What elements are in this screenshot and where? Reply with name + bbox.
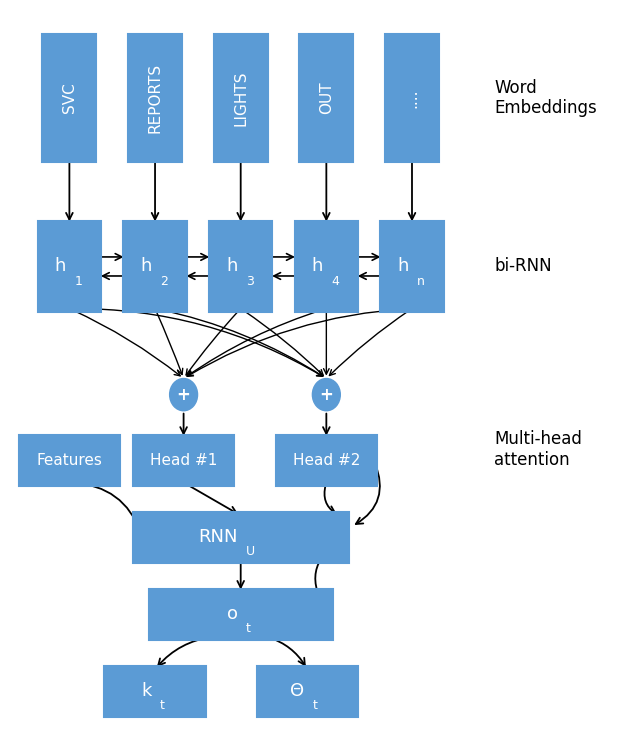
Text: t: t: [246, 621, 251, 635]
Circle shape: [170, 379, 198, 411]
FancyBboxPatch shape: [19, 435, 120, 486]
FancyBboxPatch shape: [385, 34, 439, 162]
Text: h: h: [55, 258, 66, 275]
FancyBboxPatch shape: [294, 221, 358, 312]
Text: h: h: [397, 258, 409, 275]
Text: Features: Features: [36, 453, 102, 468]
Text: Multi-head
attention: Multi-head attention: [495, 430, 582, 469]
FancyBboxPatch shape: [133, 435, 234, 486]
Text: bi-RNN: bi-RNN: [495, 258, 552, 275]
FancyBboxPatch shape: [38, 221, 101, 312]
Text: ....: ....: [404, 89, 419, 108]
Text: 4: 4: [332, 275, 339, 289]
FancyBboxPatch shape: [209, 221, 273, 312]
FancyBboxPatch shape: [257, 666, 358, 717]
Text: +: +: [177, 386, 191, 404]
FancyBboxPatch shape: [42, 34, 97, 162]
FancyBboxPatch shape: [104, 666, 206, 717]
Text: t: t: [160, 699, 165, 711]
FancyBboxPatch shape: [148, 589, 333, 640]
Text: k: k: [141, 682, 152, 700]
Text: h: h: [312, 258, 323, 275]
Text: t: t: [312, 699, 317, 711]
Text: REPORTS: REPORTS: [148, 63, 163, 133]
FancyBboxPatch shape: [214, 34, 268, 162]
FancyBboxPatch shape: [276, 435, 377, 486]
FancyBboxPatch shape: [380, 221, 444, 312]
Text: Word
Embeddings: Word Embeddings: [495, 78, 597, 117]
Text: OUT: OUT: [319, 82, 334, 114]
Circle shape: [312, 379, 340, 411]
Text: LIGHTS: LIGHTS: [233, 70, 248, 125]
Text: h: h: [226, 258, 237, 275]
Text: 2: 2: [160, 275, 168, 289]
FancyBboxPatch shape: [300, 34, 353, 162]
Text: h: h: [141, 258, 152, 275]
Text: Head #1: Head #1: [150, 453, 218, 468]
Text: n: n: [417, 275, 425, 289]
FancyBboxPatch shape: [124, 221, 187, 312]
Text: 1: 1: [74, 275, 83, 289]
Text: 3: 3: [246, 275, 253, 289]
FancyBboxPatch shape: [128, 34, 182, 162]
Text: Θ: Θ: [290, 682, 304, 700]
Text: Head #2: Head #2: [292, 453, 360, 468]
Text: U: U: [246, 545, 255, 558]
Text: o: o: [227, 605, 237, 624]
Text: RNN: RNN: [198, 528, 237, 546]
Text: +: +: [319, 386, 333, 404]
Text: SVC: SVC: [62, 83, 77, 114]
FancyBboxPatch shape: [133, 512, 349, 563]
